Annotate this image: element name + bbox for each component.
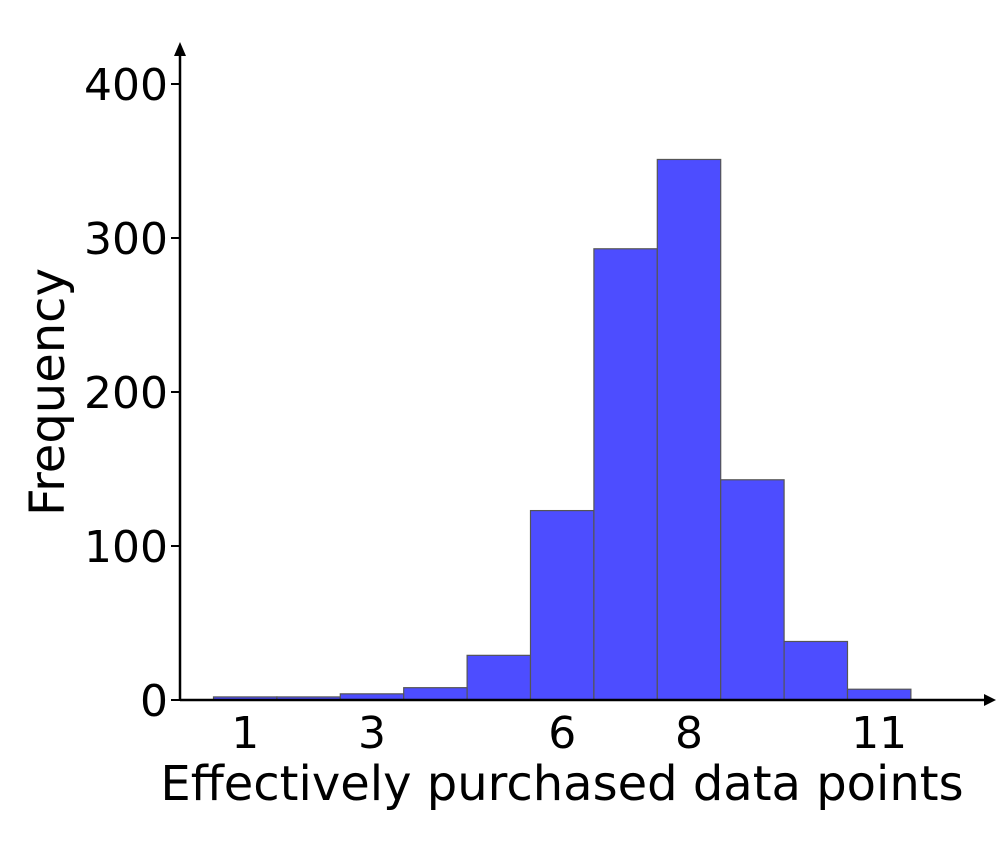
x-tick-label: 11: [851, 708, 907, 759]
histogram-bar: [466, 654, 532, 701]
x-tick-label: 8: [675, 708, 703, 759]
histogram-bar: [656, 158, 722, 701]
y-tick-label: 200: [84, 368, 168, 419]
y-tick-label: 300: [84, 214, 168, 265]
y-axis-title: Frequency: [20, 268, 76, 516]
axes-group: [174, 42, 996, 706]
histogram-bar: [720, 479, 785, 701]
y-ticks-group: 0 100 200 300 400: [84, 60, 180, 727]
histogram-bar: [783, 640, 849, 701]
histogram-bar: [593, 248, 658, 701]
histogram-bar: [529, 509, 595, 701]
x-tick-label: 3: [358, 708, 386, 759]
y-tick-label: 0: [140, 676, 168, 727]
x-axis-arrow-icon: [984, 694, 996, 706]
x-tick-label: 6: [548, 708, 576, 759]
x-ticks-group: 1 3 6 8 11: [231, 708, 907, 759]
bars-group: [212, 158, 912, 701]
x-tick-label: 1: [231, 708, 259, 759]
y-axis-arrow-icon: [174, 42, 186, 56]
y-tick-label: 100: [84, 522, 168, 573]
x-axis-title: Effectively purchased data points: [160, 756, 963, 812]
y-tick-label: 400: [84, 60, 168, 111]
histogram-bar: [846, 688, 912, 701]
histogram-bar: [403, 687, 468, 701]
